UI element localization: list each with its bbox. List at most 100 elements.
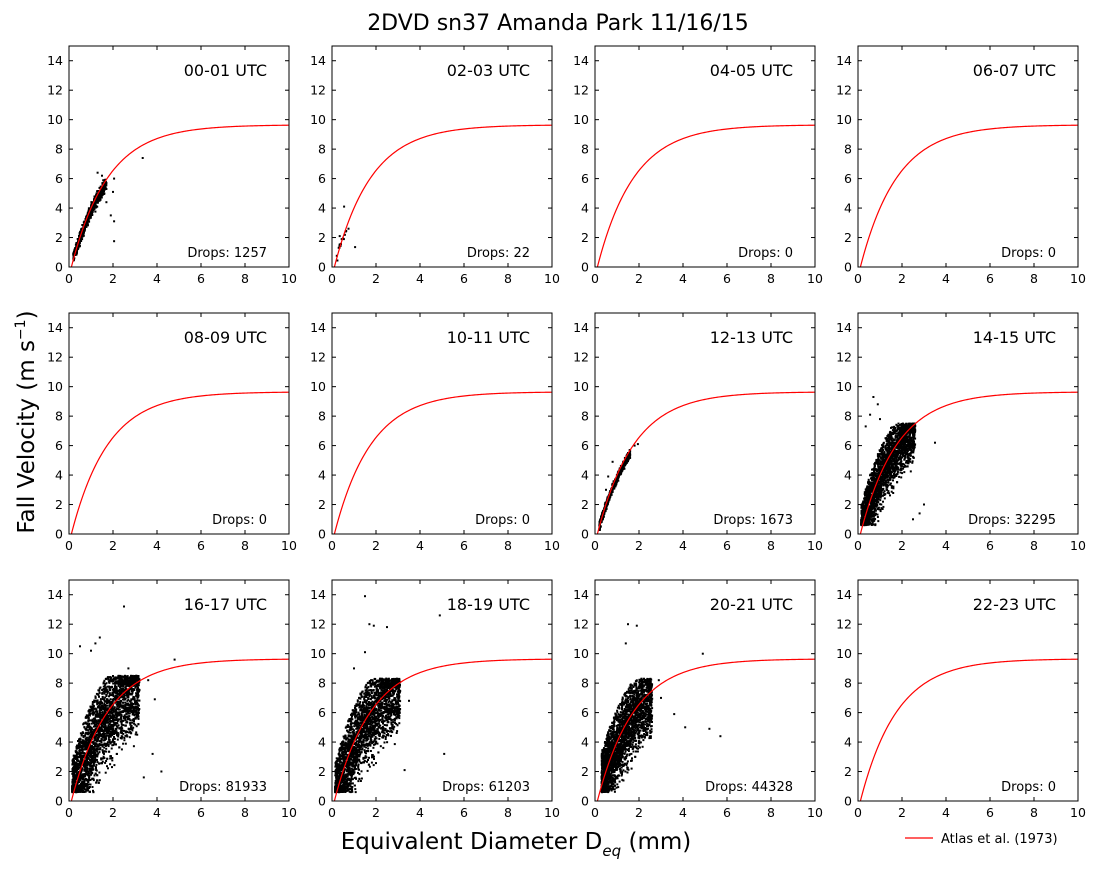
drop-point — [889, 478, 892, 481]
x-axis-label-text: Equivalent Diameter D — [341, 829, 603, 855]
drop-point — [910, 444, 913, 447]
drop-point — [875, 493, 878, 496]
drop-point — [867, 517, 870, 520]
drop-point — [103, 192, 106, 195]
drop-point — [893, 470, 896, 473]
drop-point — [882, 462, 884, 465]
drop-point — [877, 501, 880, 504]
drop-point — [900, 476, 903, 479]
drop-point — [889, 458, 892, 461]
drop-point — [620, 466, 623, 468]
drop-point — [892, 474, 895, 477]
drop-point — [874, 493, 876, 496]
drop-point — [80, 240, 83, 242]
drop-point — [598, 527, 601, 529]
drop-point — [88, 220, 90, 223]
y-tick-label: 4 — [581, 201, 589, 216]
y-tick-label: 14 — [573, 53, 589, 68]
drop-point — [78, 232, 81, 234]
drop-point — [888, 438, 891, 441]
drop-point — [903, 438, 906, 441]
drop-point — [886, 464, 889, 467]
x-tick-label: 10 — [1070, 271, 1086, 286]
drop-point — [897, 425, 900, 427]
drop-point — [886, 466, 889, 469]
drop-point — [899, 463, 902, 466]
drop-point — [80, 235, 83, 238]
y-tick-label: 0 — [318, 260, 326, 275]
x-tick-label: 4 — [942, 271, 950, 286]
drop-point — [340, 238, 343, 241]
drop-point — [873, 471, 876, 474]
drop-point — [867, 491, 870, 493]
panel-title: 06-07 UTC — [973, 61, 1056, 80]
drop-point — [867, 523, 870, 526]
drop-point — [912, 434, 915, 437]
drop-point — [899, 432, 902, 435]
drop-point — [74, 252, 77, 255]
drop-point — [86, 214, 89, 217]
drop-point — [872, 515, 875, 518]
drop-point — [899, 443, 901, 446]
drop-point — [880, 484, 883, 487]
drop-point — [871, 519, 873, 522]
drop-point — [87, 211, 90, 214]
y-tick-label: 4 — [318, 201, 326, 216]
drop-point — [869, 486, 872, 489]
drop-point — [872, 494, 875, 497]
drop-point — [628, 456, 631, 459]
drop-point — [872, 504, 875, 507]
drop-point — [902, 467, 905, 470]
drop-point — [912, 432, 915, 435]
drop-point — [872, 486, 874, 489]
x-tick-label: 4 — [416, 538, 424, 553]
drop-point — [866, 511, 869, 514]
drop-point — [103, 190, 105, 193]
drop-point — [866, 488, 869, 491]
scatter-points — [860, 396, 936, 527]
drop-point — [878, 492, 881, 495]
drop-point — [98, 192, 101, 195]
drop-point — [896, 429, 899, 432]
drop-point — [887, 479, 890, 482]
drop-point — [896, 471, 899, 473]
drop-point — [889, 456, 892, 459]
drop-point — [78, 241, 81, 244]
drop-point — [886, 486, 889, 489]
outlier-point — [338, 235, 341, 238]
x-tick-label: 2 — [372, 538, 380, 553]
drop-point — [890, 442, 893, 444]
drop-point — [96, 205, 99, 208]
drop-point — [893, 476, 896, 479]
drop-point — [88, 211, 91, 214]
x-tick-label: 4 — [942, 538, 950, 553]
drop-point — [866, 499, 869, 502]
drop-point — [870, 509, 873, 512]
drop-point — [601, 512, 604, 515]
drop-point — [611, 489, 614, 492]
x-tick-label: 6 — [986, 271, 994, 286]
drop-point — [902, 452, 905, 454]
drop-point — [82, 227, 85, 230]
drop-point — [903, 457, 906, 460]
drop-point — [891, 445, 894, 448]
drop-point — [912, 444, 915, 447]
drop-point — [603, 510, 606, 513]
x-axis-label-unit: (mm) — [621, 829, 691, 855]
drop-point — [896, 460, 899, 462]
drop-point — [620, 469, 623, 472]
drop-point — [900, 465, 903, 467]
drop-point — [886, 476, 889, 478]
drop-point — [909, 454, 912, 457]
drop-point — [82, 232, 85, 235]
x-tick-label: 10 — [807, 271, 823, 286]
drop-point — [894, 460, 897, 463]
drop-point — [878, 482, 881, 485]
drop-point — [870, 513, 873, 515]
drop-point — [863, 508, 866, 511]
drop-point — [902, 444, 905, 447]
drop-point — [905, 429, 907, 432]
drop-point — [73, 248, 76, 251]
drop-point — [864, 500, 867, 503]
